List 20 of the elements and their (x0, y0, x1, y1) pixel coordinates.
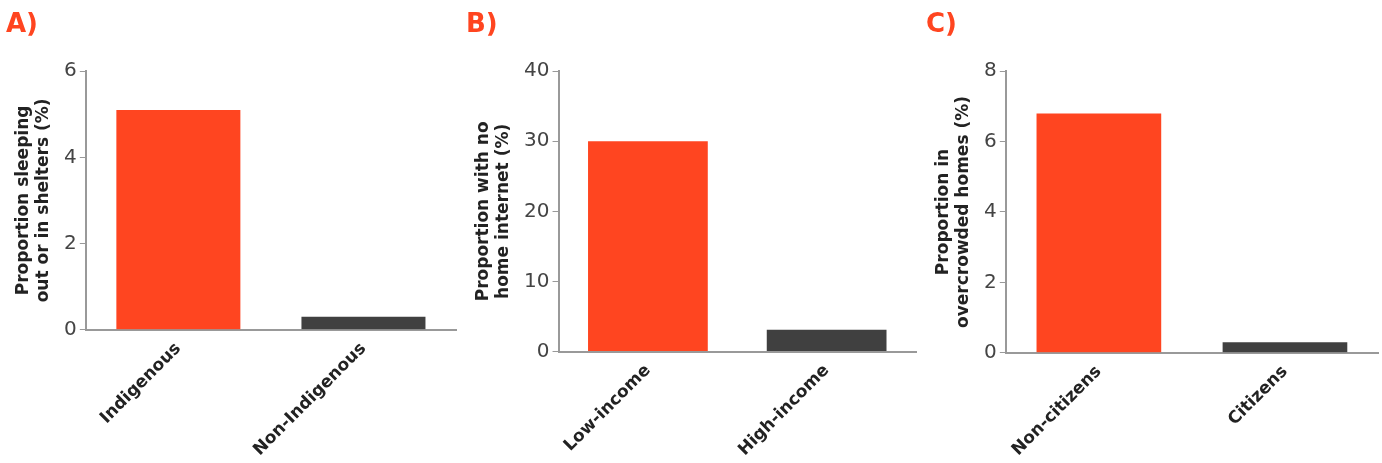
y-tick-label: 2 (64, 229, 77, 254)
y-tick-label: 6 (984, 127, 997, 152)
y-tick-label: 10 (524, 267, 550, 292)
chart-title: B) (466, 8, 498, 39)
y-tick-label: 2 (984, 268, 997, 293)
y-tick-label: 0 (536, 337, 550, 362)
y-tick-label: 0 (64, 315, 77, 340)
y-axis-title: Proportion in overcrowded homes (%) (932, 95, 972, 328)
y-tick-label: 30 (524, 127, 550, 152)
y-tick-label: 6 (64, 57, 77, 82)
y-tick-label: 40 (524, 57, 550, 82)
chart-title: C) (926, 8, 957, 39)
y-tick-label: 20 (524, 197, 550, 222)
y-tick-label: 0 (984, 338, 997, 363)
y-tick-label: 8 (984, 57, 997, 82)
y-axis-title: Proportion with no home internet (%) (472, 121, 512, 302)
chart-title: A) (6, 8, 39, 39)
y-tick-label: 4 (64, 143, 77, 168)
y-axis-title: Proportion sleeping out or in shelters (%) (12, 98, 52, 303)
y-tick-label: 4 (984, 198, 997, 223)
